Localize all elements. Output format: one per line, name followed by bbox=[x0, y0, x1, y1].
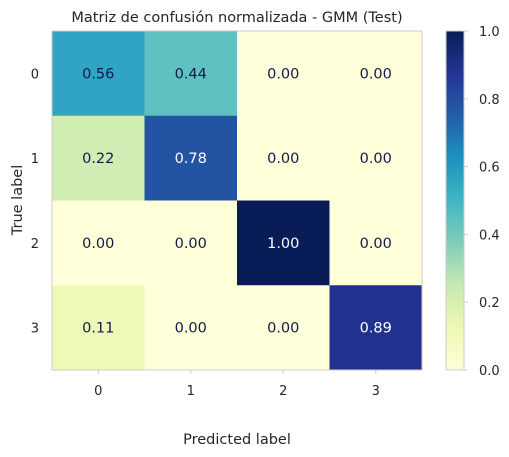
x-tick-label-0: 0 bbox=[94, 384, 102, 399]
heatmap-cell-r3-c1 bbox=[144, 285, 238, 371]
y-tick-label-2: 2 bbox=[31, 237, 39, 252]
plot-frame bbox=[51, 30, 423, 371]
colorbar-tick-label-1.0: 1.0 bbox=[479, 25, 500, 40]
y-tick-labels: 0 1 2 3 bbox=[31, 67, 39, 336]
heatmap-cell-r3-c2 bbox=[237, 285, 330, 371]
colorbar-tick-label-0.2: 0.2 bbox=[479, 296, 500, 311]
heatmap-cell-r2-c1 bbox=[144, 200, 238, 286]
cell-value-r1-c3: 0.00 bbox=[360, 151, 392, 167]
x-axis-label: Predicted label bbox=[183, 432, 291, 448]
colorbar bbox=[445, 30, 465, 371]
colorbar-tick-labels: 0.0 0.2 0.4 0.6 0.8 1.0 bbox=[464, 25, 500, 379]
heatmap-cell-r3-c0 bbox=[52, 285, 145, 371]
heatmap-cell-r3-c3 bbox=[329, 285, 423, 371]
cell-value-r3-c0: 0.11 bbox=[82, 321, 114, 337]
heatmap-cell-r1-c2 bbox=[237, 115, 330, 201]
chart-title: Matriz de confusión normalizada - GMM (T… bbox=[71, 10, 402, 26]
heatmap-cells bbox=[52, 31, 423, 371]
cell-value-r2-c1: 0.00 bbox=[175, 236, 207, 252]
cell-value-r2-c2: 1.00 bbox=[267, 236, 299, 252]
heatmap-cell-r1-c0 bbox=[52, 115, 145, 201]
cell-value-r1-c1: 0.78 bbox=[175, 151, 207, 167]
heatmap-cell-r2-c0 bbox=[52, 200, 145, 286]
cell-value-r0-c2: 0.00 bbox=[267, 66, 299, 82]
heatmap-cell-r2-c3 bbox=[329, 200, 423, 286]
heatmap-cell-r0-c1 bbox=[144, 31, 238, 117]
x-tick-labels: 0 1 2 3 bbox=[94, 370, 380, 399]
colorbar-tick-label-0.8: 0.8 bbox=[479, 93, 500, 108]
x-tick-label-1: 1 bbox=[187, 384, 195, 399]
x-tick-label-3: 3 bbox=[372, 384, 380, 399]
y-tick-label-0: 0 bbox=[31, 67, 39, 82]
colorbar-tick-label-0.0: 0.0 bbox=[479, 364, 500, 379]
cell-value-r2-c3: 0.00 bbox=[360, 236, 392, 252]
cell-value-r3-c1: 0.00 bbox=[175, 321, 207, 337]
cell-value-r0-c3: 0.00 bbox=[360, 66, 392, 82]
heatmap-cell-r1-c3 bbox=[329, 115, 423, 201]
heatmap-cell-r0-c0 bbox=[52, 31, 145, 117]
y-axis-label: True label bbox=[10, 165, 26, 236]
cell-value-r1-c0: 0.22 bbox=[82, 151, 114, 167]
cell-value-r0-c0: 0.56 bbox=[82, 66, 114, 82]
y-tick-label-3: 3 bbox=[31, 322, 39, 337]
heatmap-cell-r1-c1 bbox=[144, 115, 238, 201]
y-tick-label-1: 1 bbox=[31, 152, 39, 167]
cell-value-r2-c0: 0.00 bbox=[82, 236, 114, 252]
cell-value-r3-c3: 0.89 bbox=[360, 321, 392, 337]
x-tick-label-2: 2 bbox=[279, 384, 287, 399]
colorbar-tick-label-0.4: 0.4 bbox=[479, 228, 500, 243]
cell-value-r0-c1: 0.44 bbox=[175, 66, 207, 82]
heatmap-cell-r0-c2 bbox=[237, 31, 330, 117]
colorbar-tick-label-0.6: 0.6 bbox=[479, 161, 500, 176]
heatmap-cell-r2-c2 bbox=[237, 200, 330, 286]
cell-labels: 0.56 0.44 0.00 0.00 0.22 0.78 0.00 0.00 0.00 0.00… bbox=[82, 66, 392, 336]
cell-value-r1-c2: 0.00 bbox=[267, 151, 299, 167]
cell-value-r3-c2: 0.00 bbox=[267, 321, 299, 337]
heatmap-cell-r0-c3 bbox=[329, 31, 423, 117]
